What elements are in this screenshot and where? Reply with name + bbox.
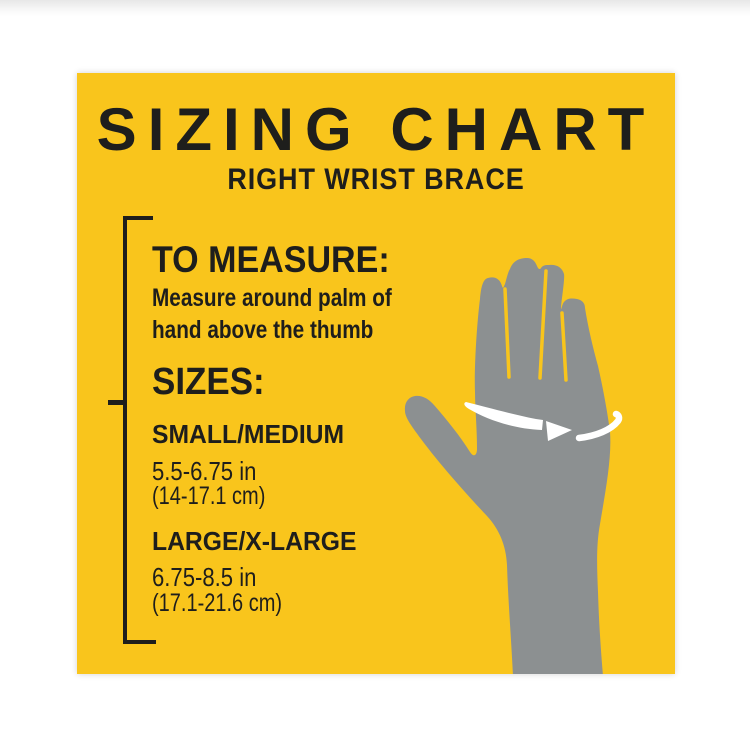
measure-arrow-back [575,410,623,442]
sizes-heading: SIZES: [152,361,265,403]
measure-arrow-front [464,402,543,430]
measure-bracket [108,216,157,644]
hand-illustration [404,258,623,674]
size-range-inches-small-medium: 5.5-6.75 in [152,456,257,486]
finger-gap-line [560,311,568,382]
measure-instructions-line1: Measure around palm of [152,284,392,312]
to-measure-heading: TO MEASURE: [152,239,390,280]
top-edge-shadow [0,0,750,16]
size-label-large-xlarge: LARGE/X-LARGE [152,526,357,556]
measure-instructions-line2: hand above the thumb [152,316,374,344]
size-range-cm-small-medium: (14-17.1 cm) [152,482,266,510]
size-range-cm-large-xlarge: (17.1-21.6 cm) [152,589,283,617]
product-subtitle: RIGHT WRIST BRACE [227,163,525,196]
measure-arrow-head [546,421,572,441]
size-label-small-medium: SMALL/MEDIUM [152,419,345,449]
hand-silhouette [404,258,611,674]
page-title: SIZING CHART [96,96,656,163]
bracket-mid-tick [108,400,123,405]
sizing-chart-card: SIZING CHART RIGHT WRIST BRACE TO MEASUR… [77,73,675,674]
size-range-inches-large-xlarge: 6.75-8.5 in [152,562,257,592]
finger-gap-line [538,269,548,380]
finger-gap-line [503,287,511,379]
